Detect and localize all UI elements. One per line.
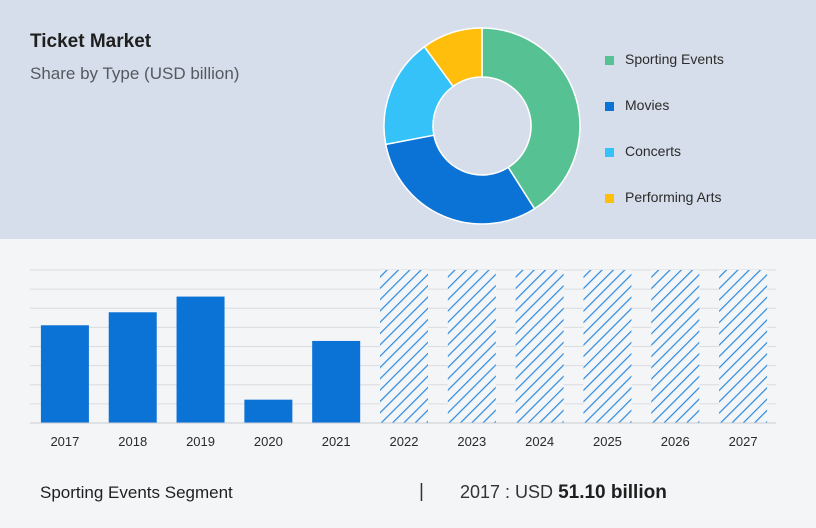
donut-chart — [383, 27, 581, 225]
donut-slice-sporting-events — [481, 27, 581, 210]
chart-subtitle: Share by Type (USD billion) — [30, 64, 240, 83]
legend-label: Movies — [625, 97, 670, 113]
forecast-bar-2024 — [515, 270, 564, 423]
forecast-bar-2026 — [651, 270, 700, 423]
x-tick-label: 2019 — [186, 434, 215, 449]
forecast-bar-2022 — [380, 270, 428, 423]
footer-separator: | — [419, 481, 424, 502]
bar-2019 — [176, 296, 225, 423]
footer-value-line: 2017 : USD 51.10 billion — [460, 482, 667, 504]
x-tick-label: 2018 — [118, 434, 147, 449]
bar-2017 — [40, 325, 89, 423]
x-tick-label: 2025 — [593, 434, 622, 449]
bar-2021 — [312, 340, 361, 423]
legend-label: Sporting Events — [625, 51, 724, 67]
x-tick-label: 2021 — [322, 434, 351, 449]
legend-label: Concerts — [625, 143, 682, 159]
x-tick-label: 2024 — [525, 434, 554, 449]
legend-swatch — [605, 102, 614, 111]
x-tick-label: 2027 — [729, 434, 758, 449]
x-tick-label: 2022 — [390, 434, 419, 449]
forecast-bar-2023 — [447, 270, 496, 423]
bar-2018 — [108, 312, 157, 423]
x-tick-label: 2023 — [457, 434, 486, 449]
legend-swatch — [605, 56, 614, 65]
legend-label: Performing Arts — [625, 189, 722, 205]
forecast-bar-2027 — [719, 270, 768, 423]
donut-slice-performing-arts — [423, 27, 483, 88]
footer-year: 2017 : USD — [460, 482, 554, 502]
forecast-bar-2025 — [583, 270, 632, 423]
donut-slice-movies — [384, 134, 536, 225]
footer-value: 51.10 billion — [558, 482, 667, 503]
footer-segment-label: Sporting Events Segment — [40, 483, 233, 502]
legend-swatch — [605, 148, 614, 157]
x-tick-label: 2026 — [661, 434, 690, 449]
bar-2020 — [244, 399, 293, 423]
x-tick-label: 2020 — [254, 434, 283, 449]
legend-swatch — [605, 194, 614, 203]
x-tick-label: 2017 — [50, 434, 79, 449]
chart-title: Ticket Market — [30, 31, 152, 52]
